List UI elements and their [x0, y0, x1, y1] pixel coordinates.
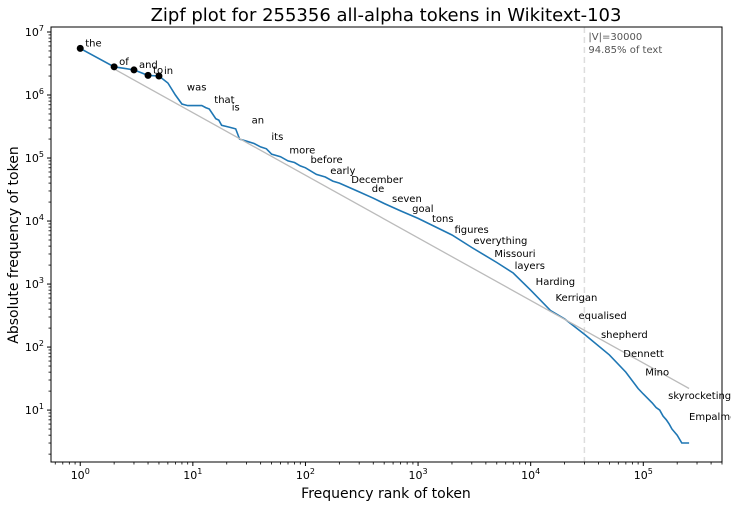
word-label: layers	[515, 261, 545, 272]
word-label: goal	[412, 204, 433, 215]
word-label: skyrocketing	[668, 391, 731, 402]
y-tick-label: 104	[25, 213, 44, 228]
y-tick-label: 101	[25, 402, 44, 417]
x-tick-label: 105	[634, 467, 653, 482]
vocab-cutoff-label: |V|=30000	[588, 32, 642, 43]
word-label: seven	[392, 194, 422, 205]
x-tick-label: 103	[409, 467, 428, 482]
word-label: figures	[454, 225, 488, 236]
word-label: is	[232, 102, 240, 113]
x-tick-label: 104	[521, 467, 540, 482]
x-tick-label: 102	[296, 467, 315, 482]
word-label: Dennett	[623, 349, 664, 360]
word-label: December	[351, 175, 404, 186]
word-label: de	[372, 184, 385, 195]
y-tick-label: 105	[25, 150, 44, 165]
word-label: equalised	[578, 311, 626, 322]
word-label: more	[289, 145, 315, 156]
word-label: and	[139, 60, 158, 71]
word-label: everything	[473, 236, 527, 247]
y-axis-title: Absolute frequency of token	[6, 146, 22, 343]
x-tick-label: 100	[71, 467, 90, 482]
frequency-series-line	[79, 47, 690, 444]
word-label: that	[214, 95, 234, 106]
word-label: early	[330, 166, 355, 177]
axes-frame	[50, 26, 723, 463]
word-label: Empalme	[689, 412, 731, 423]
word-label: Harding	[536, 277, 575, 288]
highlight-point	[144, 71, 152, 79]
y-tick-label: 106	[25, 87, 44, 102]
highlight-point	[130, 66, 138, 74]
word-label: its	[271, 132, 283, 143]
x-axis-title: Frequency rank of token	[301, 486, 471, 502]
y-tick-label: 103	[25, 276, 44, 291]
axis-ticks: 100 101 102 103 104 105 101 102 103 104 105 106 107	[25, 24, 723, 482]
word-label: before	[310, 155, 342, 166]
y-tick-label: 102	[25, 339, 44, 354]
word-label: was	[187, 82, 207, 93]
word-label: the	[85, 38, 101, 49]
word-label: tons	[432, 214, 454, 225]
word-label: of	[119, 57, 129, 68]
word-label: to	[153, 65, 163, 76]
y-tick-label: 107	[25, 24, 44, 39]
highlight-point	[155, 72, 163, 80]
word-label: Missouri	[494, 249, 535, 260]
word-label: shepherd	[601, 330, 648, 341]
vocab-coverage-label: 94.85% of text	[588, 45, 662, 56]
highlight-point	[76, 44, 84, 52]
word-label: an	[252, 115, 264, 126]
chart-title: Zipf plot for 255356 all-alpha tokens in…	[151, 5, 622, 26]
zipf-fit-line	[113, 68, 690, 390]
word-label: in	[164, 66, 173, 77]
x-tick-label: 101	[183, 467, 202, 482]
highlight-point	[110, 63, 118, 71]
word-label: Mino	[645, 367, 669, 378]
plot-border	[50, 26, 723, 463]
word-label: Kerrigan	[556, 293, 598, 304]
